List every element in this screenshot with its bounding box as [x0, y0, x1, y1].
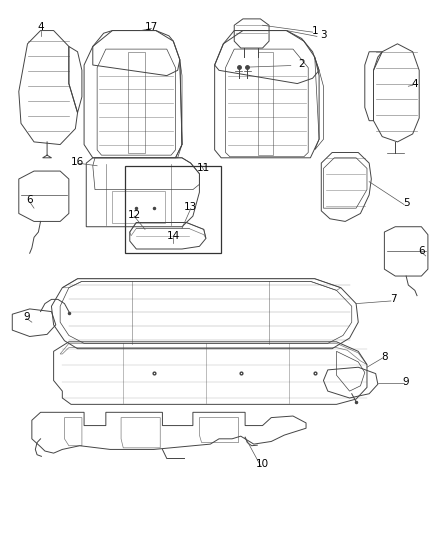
Text: 9: 9 [23, 312, 30, 322]
Text: 8: 8 [381, 352, 388, 361]
Text: 4: 4 [37, 22, 44, 32]
Text: 2: 2 [298, 59, 305, 69]
Text: 11: 11 [197, 164, 210, 173]
Text: 4: 4 [412, 78, 418, 88]
Text: 6: 6 [418, 246, 425, 256]
Text: 1: 1 [311, 26, 318, 36]
Text: 3: 3 [320, 30, 327, 40]
Text: 17: 17 [145, 22, 158, 32]
Text: 16: 16 [71, 157, 84, 166]
Text: 12: 12 [127, 209, 141, 220]
Text: 7: 7 [390, 294, 396, 304]
Text: 10: 10 [256, 459, 269, 469]
Text: 13: 13 [184, 202, 198, 212]
Text: 14: 14 [167, 231, 180, 241]
Text: 9: 9 [403, 376, 410, 386]
Bar [125, 166, 221, 253]
Text: 5: 5 [403, 198, 410, 208]
Text: 6: 6 [26, 195, 33, 205]
